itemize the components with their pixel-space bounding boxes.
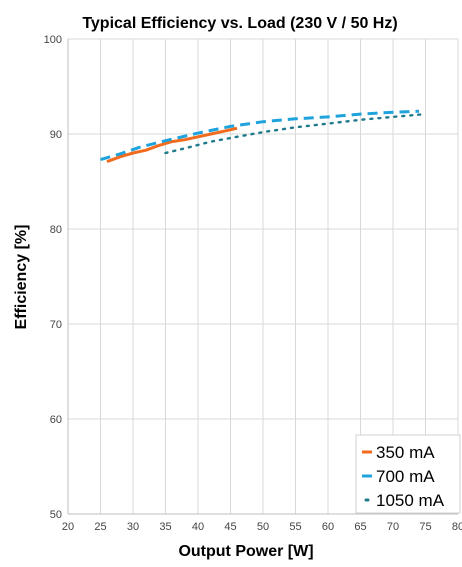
x-tick-label: 40 xyxy=(192,521,204,533)
y-tick-label: 100 xyxy=(44,34,62,46)
y-tick-label: 60 xyxy=(50,414,62,426)
x-tick-label: 55 xyxy=(289,521,301,533)
x-tick-label: 30 xyxy=(127,521,139,533)
legend-label: 350 mA xyxy=(376,443,435,462)
x-axis-label: Output Power [W] xyxy=(178,543,313,560)
legend: 350 mA 700 mA 1050 mA xyxy=(355,434,461,514)
x-tick-label: 75 xyxy=(419,521,431,533)
y-axis-label: Efficiency [%] xyxy=(13,225,30,330)
y-tick-label: 90 xyxy=(50,129,62,141)
y-tick-label: 50 xyxy=(50,509,62,521)
series-line-350-ma xyxy=(106,126,238,164)
x-tick-label: 45 xyxy=(224,521,236,533)
x-tick-label: 80 xyxy=(452,521,462,533)
chart-title: Typical Efficiency vs. Load (230 V / 50 … xyxy=(82,15,397,32)
legend-label: 700 mA xyxy=(376,467,435,486)
legend-box xyxy=(355,434,461,514)
y-tick-label: 70 xyxy=(50,319,62,331)
x-tick-label: 65 xyxy=(354,521,366,533)
x-tick-label: 50 xyxy=(257,521,269,533)
x-tick-label: 70 xyxy=(387,521,399,533)
x-tick-label: 25 xyxy=(94,521,106,533)
tick-labels: 20 25 30 35 40 45 50 55 60 65 70 75 80 50 60 70 80 90 100 xyxy=(44,34,462,533)
x-tick-label: 20 xyxy=(62,521,74,533)
x-tick-label: 35 xyxy=(159,521,171,533)
series-lines xyxy=(100,109,427,164)
series-line-700-ma xyxy=(100,109,420,162)
legend-label: 1050 mA xyxy=(376,491,445,510)
series-line-1050-ma xyxy=(164,112,427,155)
x-tick-label: 60 xyxy=(322,521,334,533)
y-tick-label: 80 xyxy=(50,224,62,236)
